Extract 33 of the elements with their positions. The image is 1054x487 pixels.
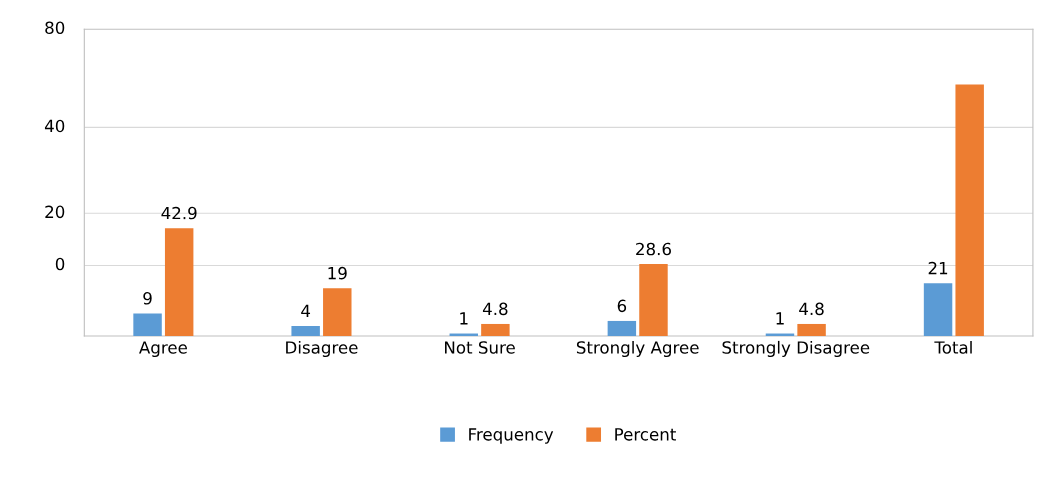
data-label: 28.6 [636,242,671,256]
bar [133,313,162,337]
bar [291,325,320,337]
bar [607,320,637,337]
bar [639,264,668,337]
data-label: 1 [776,312,784,325]
text: 0 [55,257,65,271]
data-label: 1 [460,312,468,325]
text: 40 [44,119,65,133]
data-label: 4.8 [799,302,824,316]
x-tick-label: Disagree [286,340,358,358]
bar [323,288,352,337]
bar [481,323,510,337]
bar [955,84,984,337]
bar [164,228,194,337]
data-label: 6 [617,299,627,313]
data-label: 4.8 [482,302,508,316]
bar [923,283,953,337]
bar [797,323,826,337]
legend-label: Frequency [469,428,554,444]
data-label: 21 [928,261,948,275]
x-tick-label: Strongly Agree [576,340,699,358]
data-label: 42.9 [161,206,197,220]
text: 80 [45,21,65,35]
x-tick-label: Agree [139,341,187,358]
x-tick-label: Strongly Disagree [722,340,870,358]
text: 20 [45,205,65,219]
x-tick-label: Total [934,340,972,354]
data-label: 9 [143,292,152,305]
legend-label: Percent [615,428,676,441]
data-label: 4 [301,304,311,317]
x-tick-label: Not Sure [445,341,515,354]
data-label: 19 [328,266,347,280]
